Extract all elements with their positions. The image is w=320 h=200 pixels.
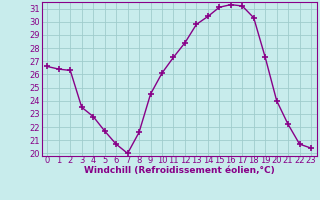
X-axis label: Windchill (Refroidissement éolien,°C): Windchill (Refroidissement éolien,°C) (84, 166, 275, 175)
